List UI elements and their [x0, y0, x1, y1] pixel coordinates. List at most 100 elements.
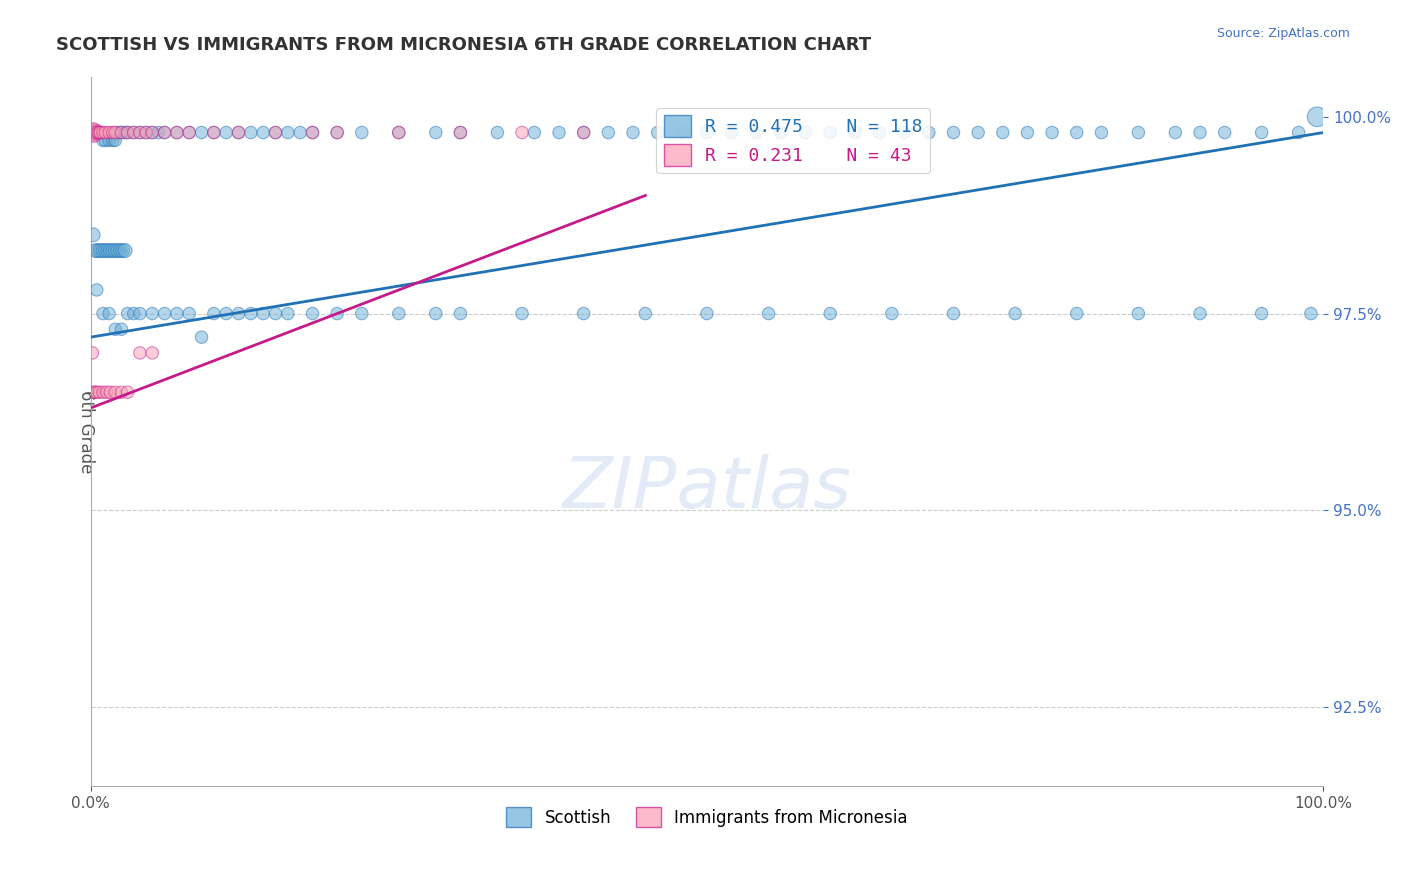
Point: [94, 126, 117, 140]
Point: [104, 126, 127, 140]
Point: [107, 244, 129, 258]
Point: [110, 385, 132, 400]
Point: [647, 126, 669, 140]
Point: [190, 330, 212, 344]
Point: [1213, 126, 1236, 140]
Point: [141, 126, 163, 140]
Point: [91, 307, 114, 321]
Point: [108, 244, 131, 258]
Point: [425, 126, 447, 140]
Point: [1164, 126, 1187, 140]
Point: [277, 307, 299, 321]
Point: [1250, 126, 1272, 140]
Point: [82, 126, 104, 140]
Y-axis label: 6th Grade: 6th Grade: [77, 390, 94, 474]
Point: [215, 126, 238, 140]
Point: [239, 126, 262, 140]
Point: [967, 126, 990, 140]
Legend: Scottish, Immigrants from Micronesia: Scottish, Immigrants from Micronesia: [499, 800, 914, 834]
Point: [141, 346, 163, 360]
Point: [122, 307, 145, 321]
Point: [101, 126, 124, 140]
Point: [104, 385, 127, 400]
Point: [83, 126, 105, 140]
Point: [179, 126, 201, 140]
Point: [1128, 126, 1150, 140]
Point: [215, 307, 238, 321]
Point: [82, 346, 104, 360]
Point: [1017, 126, 1039, 140]
Point: [1188, 126, 1211, 140]
Point: [101, 133, 124, 147]
Point: [671, 126, 693, 140]
Point: [166, 126, 188, 140]
Point: [114, 126, 136, 140]
Text: Source: ZipAtlas.com: Source: ZipAtlas.com: [1216, 27, 1350, 40]
Point: [449, 307, 471, 321]
Point: [91, 133, 114, 147]
Point: [101, 244, 124, 258]
Point: [818, 307, 841, 321]
Point: [98, 244, 121, 258]
Point: [388, 126, 411, 140]
Point: [277, 126, 299, 140]
Point: [84, 126, 107, 140]
Point: [844, 126, 866, 140]
Point: [202, 307, 225, 321]
Point: [523, 126, 546, 140]
Point: [510, 126, 533, 140]
Point: [301, 126, 323, 140]
Point: [598, 126, 620, 140]
Point: [202, 126, 225, 140]
Point: [89, 126, 111, 140]
Point: [388, 126, 411, 140]
Point: [572, 126, 595, 140]
Point: [179, 126, 201, 140]
Point: [572, 126, 595, 140]
Point: [91, 126, 114, 140]
Point: [1040, 126, 1063, 140]
Point: [264, 126, 287, 140]
Point: [264, 126, 287, 140]
Point: [818, 126, 841, 140]
Point: [745, 126, 768, 140]
Point: [869, 126, 891, 140]
Point: [696, 307, 718, 321]
Point: [94, 133, 117, 147]
Point: [326, 307, 349, 321]
Point: [1306, 110, 1329, 124]
Point: [228, 126, 250, 140]
Point: [97, 244, 120, 258]
Point: [83, 126, 105, 140]
Point: [141, 126, 163, 140]
Point: [122, 126, 145, 140]
Point: [141, 307, 163, 321]
Point: [89, 244, 111, 258]
Point: [166, 307, 188, 321]
Point: [153, 307, 176, 321]
Point: [1004, 307, 1026, 321]
Point: [893, 126, 915, 140]
Point: [129, 307, 152, 321]
Point: [114, 244, 136, 258]
Point: [252, 307, 274, 321]
Point: [202, 126, 225, 140]
Point: [104, 244, 127, 258]
Point: [326, 126, 349, 140]
Point: [425, 307, 447, 321]
Point: [110, 126, 132, 140]
Text: SCOTTISH VS IMMIGRANTS FROM MICRONESIA 6TH GRADE CORRELATION CHART: SCOTTISH VS IMMIGRANTS FROM MICRONESIA 6…: [56, 36, 872, 54]
Point: [84, 385, 107, 400]
Point: [107, 126, 129, 140]
Point: [89, 126, 111, 140]
Point: [148, 126, 170, 140]
Point: [388, 307, 411, 321]
Point: [991, 126, 1014, 140]
Point: [880, 307, 903, 321]
Point: [89, 126, 111, 140]
Point: [1250, 307, 1272, 321]
Point: [94, 244, 117, 258]
Point: [794, 126, 817, 140]
Point: [104, 133, 127, 147]
Point: [91, 385, 114, 400]
